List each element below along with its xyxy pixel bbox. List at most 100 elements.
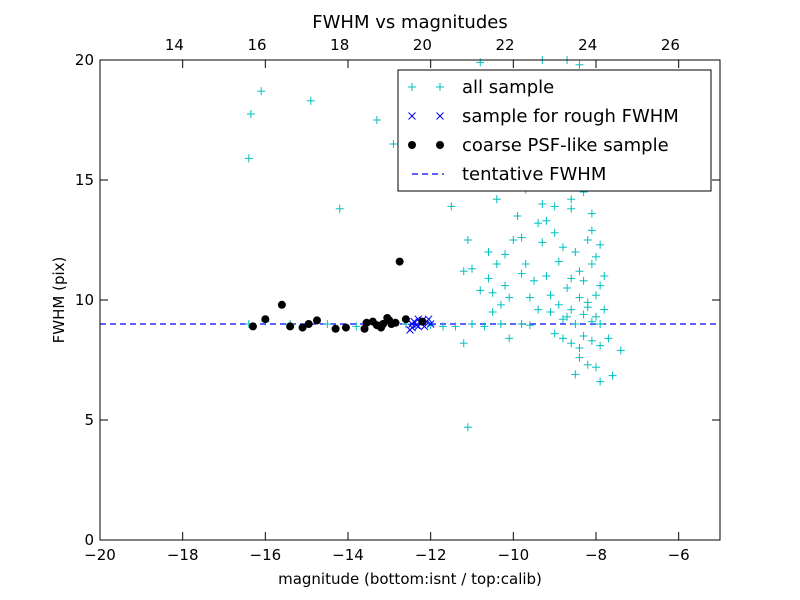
data-point xyxy=(604,334,613,343)
data-point xyxy=(395,257,404,266)
data-point xyxy=(567,339,576,348)
data-point xyxy=(496,300,505,309)
legend-entry: tentative FWHM xyxy=(412,164,606,185)
data-point xyxy=(362,318,371,327)
legend-swatch xyxy=(436,83,444,91)
data-point xyxy=(571,320,580,328)
data-point xyxy=(616,346,625,355)
legend: all sample sample for rough FWHM coarse PS… xyxy=(397,69,712,192)
top-x-tick-label: 24 xyxy=(578,36,597,54)
data-point xyxy=(596,320,605,328)
top-x-tick-label: 26 xyxy=(661,36,680,54)
data-point xyxy=(463,423,472,432)
data-point xyxy=(563,284,572,292)
data-point xyxy=(542,216,551,225)
data-point xyxy=(600,305,609,314)
data-point xyxy=(304,320,313,328)
data-point xyxy=(401,315,410,324)
data-point xyxy=(468,264,476,273)
y-tick-label: 15 xyxy=(75,171,94,189)
data-point xyxy=(583,236,592,244)
data-point xyxy=(587,260,596,268)
legend-swatch xyxy=(436,112,444,120)
x-axis-top: 14 16 18 20 22 24 26 xyxy=(165,36,680,54)
x-tick-label: −20 xyxy=(84,546,116,564)
legend-entry: sample for rough FWHM xyxy=(408,106,679,127)
data-point xyxy=(246,110,255,118)
y-tick-label: 5 xyxy=(84,411,94,429)
data-point xyxy=(538,238,547,247)
data-point xyxy=(596,377,605,386)
data-point xyxy=(306,96,315,105)
data-point xyxy=(571,370,580,379)
data-point xyxy=(550,329,559,338)
x-axis-label: magnitude (bottom:isnt / top:calib) xyxy=(278,570,542,588)
legend-box xyxy=(397,69,712,192)
data-point xyxy=(426,321,435,330)
data-point xyxy=(418,317,427,326)
data-point xyxy=(525,321,534,330)
data-point xyxy=(587,226,596,235)
data-point xyxy=(596,240,605,249)
data-point xyxy=(484,248,493,256)
data-point xyxy=(558,243,567,252)
data-point xyxy=(517,320,526,328)
data-point xyxy=(488,308,497,316)
data-point xyxy=(379,320,388,328)
data-point xyxy=(554,257,563,266)
data-point xyxy=(408,323,416,332)
data-point xyxy=(447,202,456,211)
data-point xyxy=(313,316,321,325)
data-point xyxy=(596,341,605,350)
data-point xyxy=(538,200,547,208)
data-point xyxy=(451,322,460,331)
legend-swatch xyxy=(436,141,444,149)
data-point xyxy=(587,336,596,345)
top-x-tick-label: 16 xyxy=(248,36,267,54)
data-point xyxy=(587,317,596,326)
y-tick-label: 10 xyxy=(75,291,94,309)
y-tick-label: 0 xyxy=(84,531,94,549)
x-tick-label: −8 xyxy=(585,546,607,564)
data-point xyxy=(575,293,584,302)
data-point xyxy=(525,293,534,302)
data-point xyxy=(546,291,555,300)
data-point xyxy=(257,87,266,96)
data-series xyxy=(244,56,625,432)
data-point xyxy=(534,219,543,228)
data-point xyxy=(459,267,468,276)
data-point xyxy=(579,310,588,319)
data-point xyxy=(439,322,448,331)
data-point xyxy=(323,320,332,328)
data-point xyxy=(459,339,468,348)
top-x-tick-label: 22 xyxy=(496,36,515,54)
y-axis-label: FWHM (pix) xyxy=(50,257,68,344)
x-tick-label: −16 xyxy=(250,546,282,564)
data-point xyxy=(608,371,617,380)
legend-label: sample for rough FWHM xyxy=(462,106,679,127)
data-point xyxy=(492,195,501,204)
data-point xyxy=(575,267,584,276)
data-point xyxy=(391,318,400,327)
chart-title: FWHM vs magnitudes xyxy=(312,12,507,33)
data-point xyxy=(558,334,567,343)
data-point xyxy=(571,248,580,256)
data-point xyxy=(341,323,350,332)
data-point xyxy=(248,322,257,331)
data-point xyxy=(530,276,538,285)
data-point xyxy=(575,60,584,69)
data-point xyxy=(509,236,518,244)
data-point xyxy=(600,272,609,280)
data-point xyxy=(517,269,526,278)
data-point xyxy=(244,154,253,163)
top-x-tick-label: 14 xyxy=(165,36,184,54)
data-point xyxy=(558,315,567,324)
data-point xyxy=(521,260,530,268)
y-axis-left: 0 5 10 15 20 xyxy=(75,51,720,549)
legend-entry: coarse PSF-like sample xyxy=(408,135,669,156)
data-point xyxy=(484,274,493,283)
data-point xyxy=(261,315,270,324)
data-point xyxy=(468,320,476,328)
x-tick-label: −18 xyxy=(167,546,199,564)
data-point xyxy=(426,320,435,328)
